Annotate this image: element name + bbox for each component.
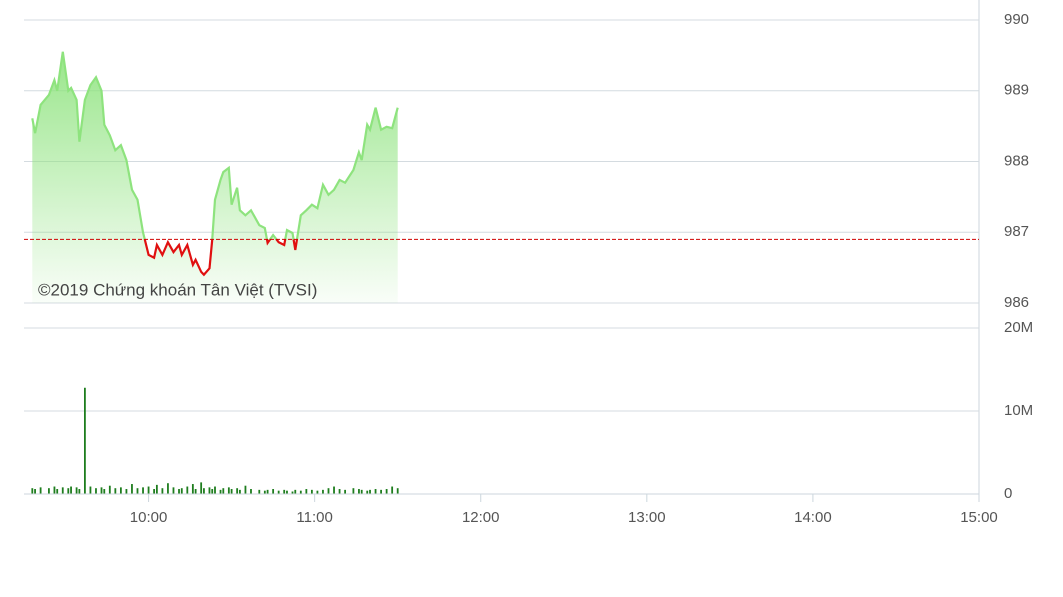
volume-bar	[236, 488, 239, 494]
volume-bar	[266, 489, 269, 494]
y-tick-label: 988	[1004, 152, 1029, 169]
volume-bar	[214, 486, 216, 494]
volume-bar	[391, 486, 394, 494]
volume-bar	[239, 489, 241, 494]
volume-bar	[294, 489, 297, 494]
volume-bar	[53, 486, 56, 494]
volume-bar	[344, 489, 347, 494]
volume-bar	[360, 489, 363, 494]
volume-bar	[167, 483, 169, 494]
volume-bar	[61, 487, 64, 494]
area	[32, 51, 398, 303]
volume-bar	[34, 489, 36, 494]
volume-bar	[203, 488, 205, 494]
volume-bar	[125, 489, 128, 494]
volume-bar	[219, 489, 222, 494]
volume-bar	[178, 489, 180, 494]
volume-bar	[299, 490, 302, 494]
volume-bar	[211, 489, 214, 494]
volume-bar	[352, 488, 355, 494]
x-tick-label: 13:00	[628, 509, 666, 526]
volume-bar	[78, 489, 81, 494]
x-tick-label: 11:00	[296, 509, 332, 526]
volume-bar	[230, 489, 233, 494]
volume-bar	[208, 487, 211, 494]
volume-bar	[305, 489, 308, 494]
y-tick-label: 20M	[1004, 319, 1033, 336]
volume-bar	[316, 490, 319, 494]
volume-bar	[95, 488, 97, 494]
volume-bar	[48, 488, 50, 494]
volume-bar	[396, 488, 399, 494]
volume-bar	[180, 488, 183, 494]
volume-bar	[327, 488, 330, 494]
volume-bar	[380, 489, 382, 494]
x-tick-label: 15:00	[960, 509, 998, 526]
volume-bar	[338, 489, 341, 494]
x-tick-label: 12:00	[462, 509, 500, 526]
volume-bar	[119, 487, 122, 494]
volume-bar	[136, 488, 139, 494]
volume-bar	[67, 488, 70, 494]
volume-bar	[131, 484, 133, 494]
volume-bar	[286, 490, 288, 494]
volume-bar	[258, 489, 261, 494]
volume-bar	[358, 489, 360, 494]
x-tick-label: 10:00	[130, 509, 168, 526]
volume-bar	[369, 489, 371, 494]
volume-bar	[310, 489, 313, 494]
volume-bar	[322, 489, 324, 494]
volume-bar	[263, 490, 266, 494]
volume-bar	[70, 486, 72, 494]
x-tick-label: 14:00	[794, 509, 832, 526]
volume-bar	[374, 489, 377, 494]
volume-bar	[114, 488, 117, 494]
volume-bar	[272, 489, 275, 494]
volume-bar	[108, 485, 111, 494]
volume-bar	[142, 487, 144, 494]
y-tick-label: 10M	[1004, 402, 1033, 419]
volume-bar	[31, 488, 34, 494]
volume-bar	[153, 489, 156, 494]
volume-bar	[385, 489, 388, 494]
volume-bar	[191, 484, 194, 494]
volume-bar	[194, 489, 197, 494]
volume-bar	[366, 490, 369, 494]
volume-bar	[172, 487, 175, 494]
watermark: ©2019 Chứng khoán Tân Việt (TVSI)	[38, 280, 317, 299]
volume-bar	[227, 487, 230, 494]
volume-bar	[155, 484, 158, 494]
volume-bar	[39, 487, 42, 494]
volume-bar	[222, 488, 225, 494]
volume-bar	[161, 488, 164, 494]
y-tick-label: 990	[1004, 11, 1029, 28]
volume-bar	[186, 486, 189, 494]
volume-bar	[89, 486, 92, 494]
y-tick-label: 986	[1004, 294, 1029, 311]
y-tick-label: 0	[1004, 485, 1012, 502]
price-line	[31, 51, 399, 277]
volume-bar	[83, 387, 86, 494]
y-tick-label: 987	[1004, 223, 1029, 240]
volume-bar	[200, 482, 203, 494]
volume-bar	[283, 489, 286, 494]
volume-bar	[291, 491, 294, 494]
volume-bar	[100, 487, 103, 494]
volume-bar	[250, 489, 252, 494]
volume-bar	[277, 490, 280, 494]
volume-bar	[333, 486, 335, 494]
volume-bar	[75, 487, 78, 494]
volume-bar	[103, 489, 106, 494]
y-tick-label: 989	[1004, 82, 1029, 99]
volume-bar	[244, 485, 247, 494]
volume-bar	[56, 489, 59, 494]
volume-bar	[147, 486, 150, 494]
